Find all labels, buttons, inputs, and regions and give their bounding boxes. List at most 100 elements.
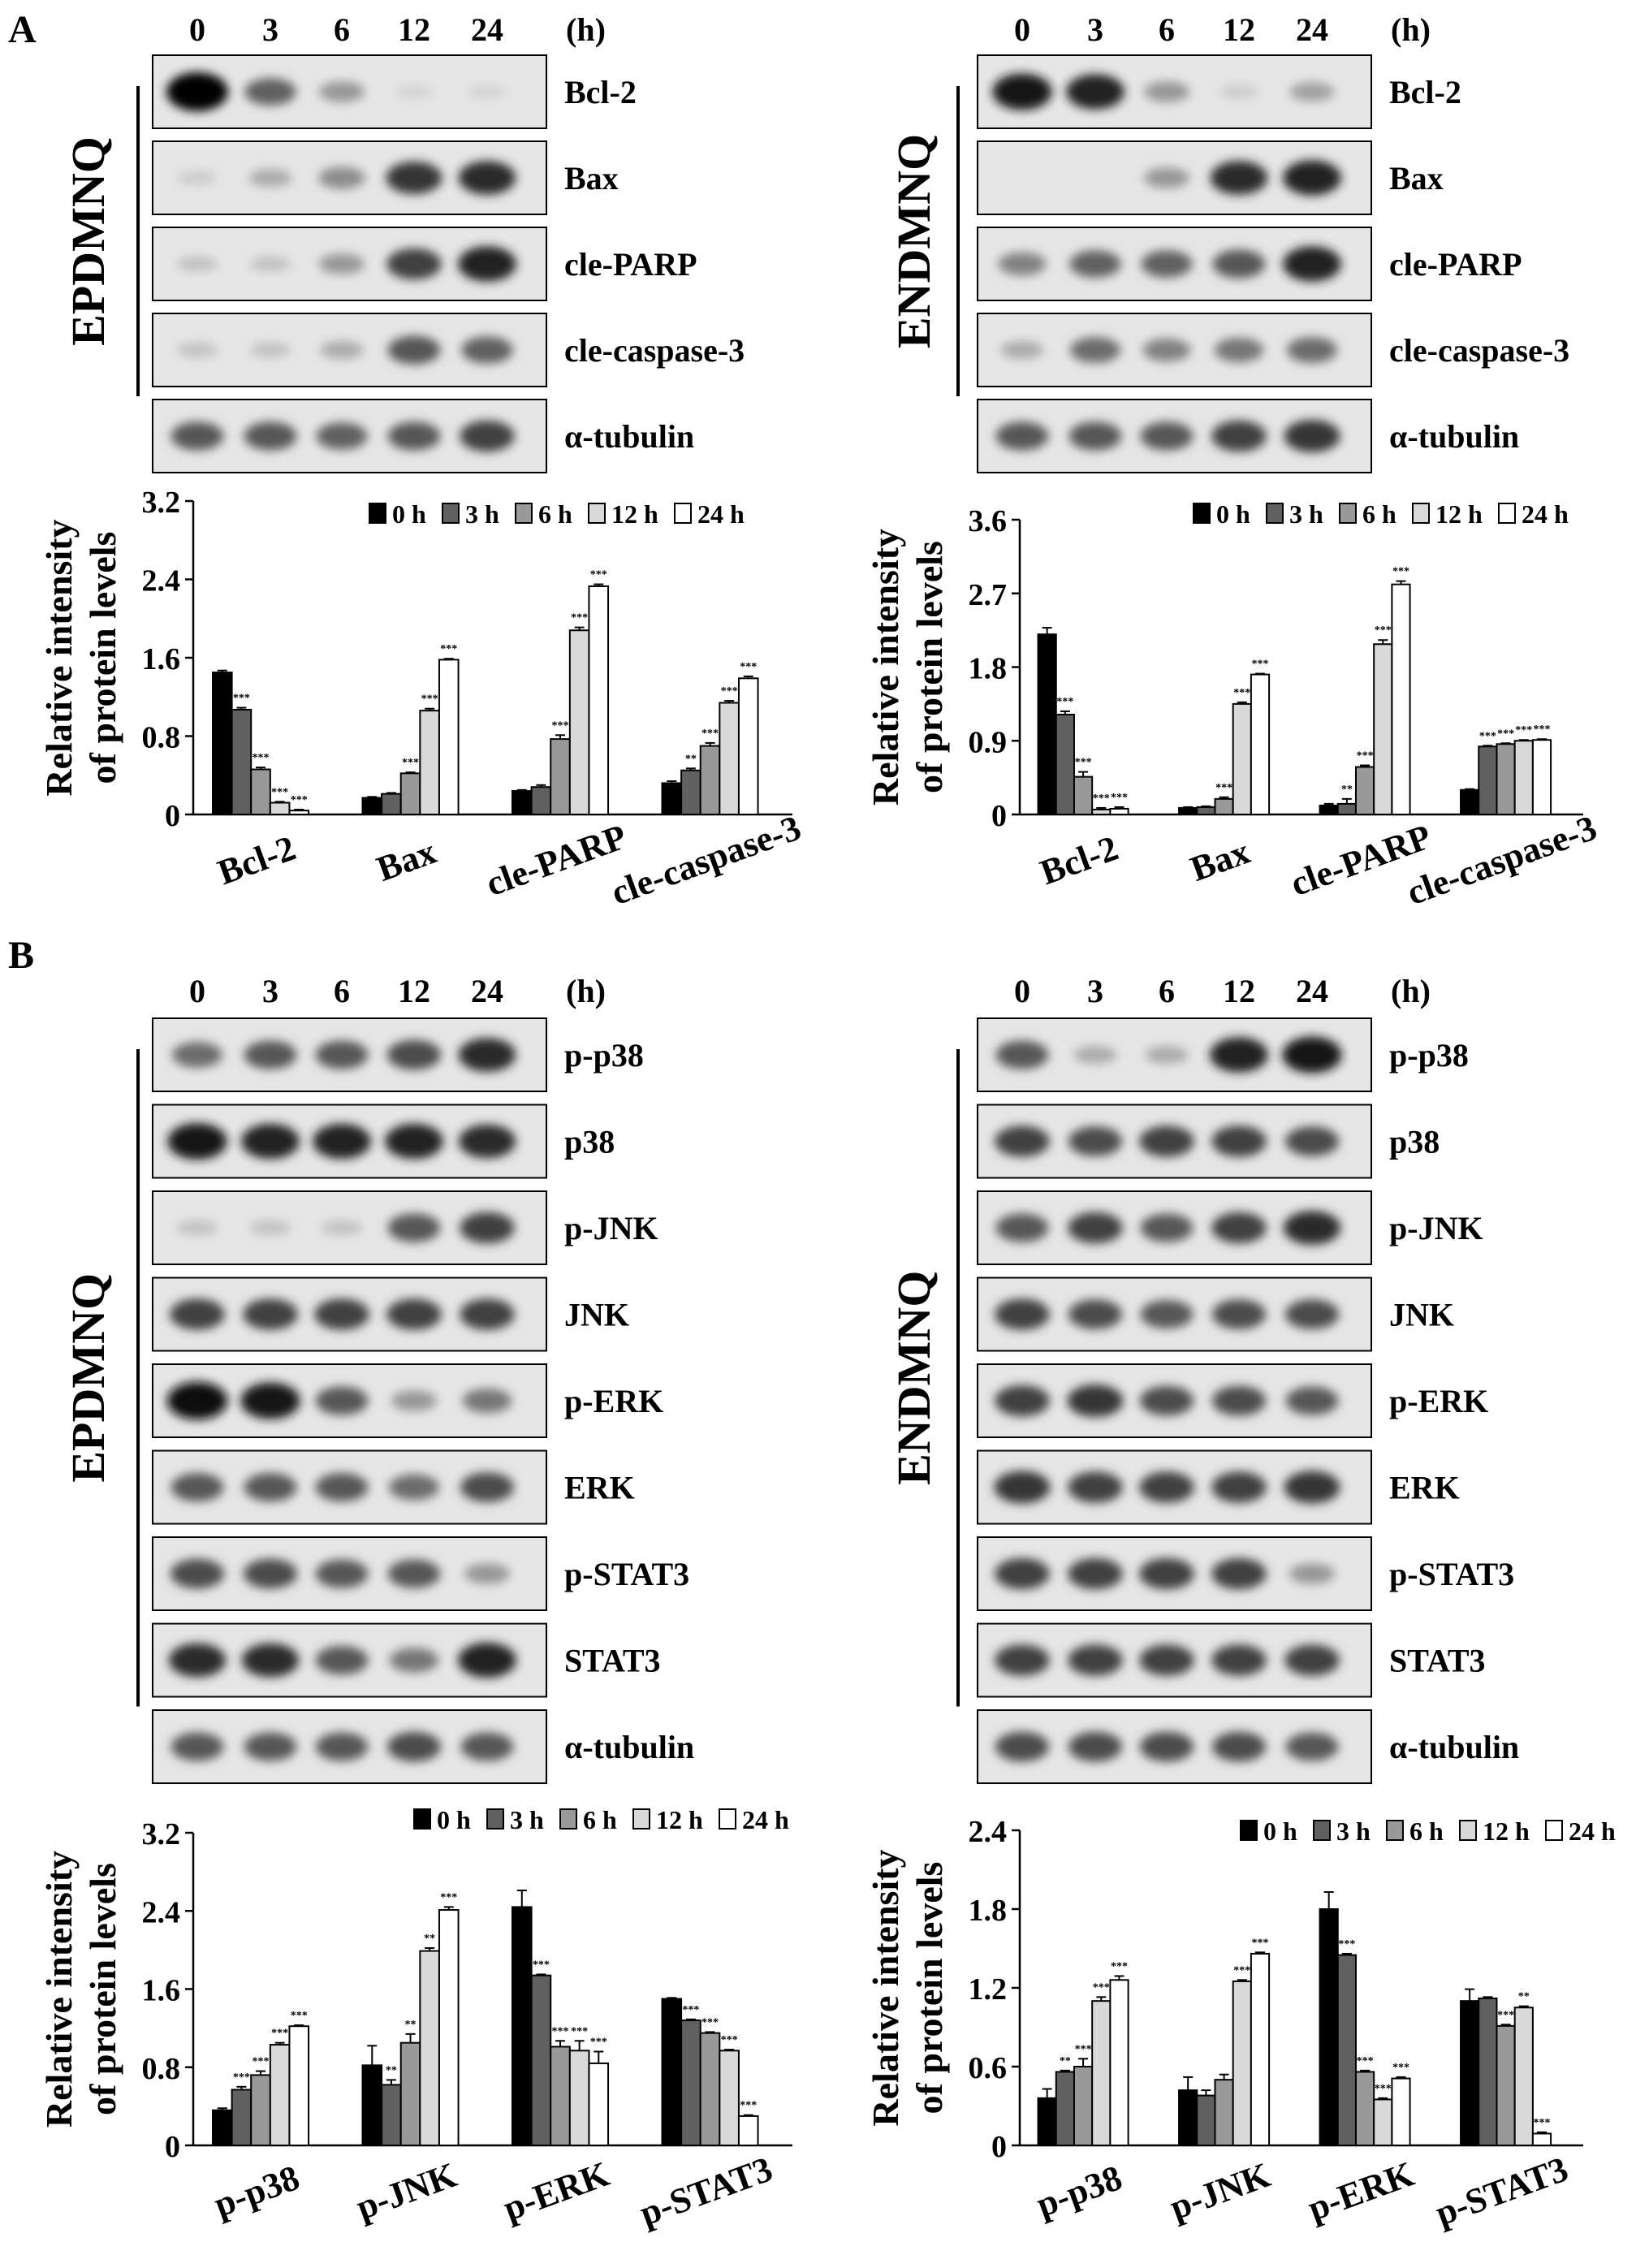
bar-p-stat3-6-h [699,2032,721,2146]
bar-cle-parp-0-h [511,790,533,815]
y-axis-label-line: Relative intensity [38,519,80,796]
bar-p-jnk-3-h [1196,2094,1216,2146]
significance-marker: *** [571,2025,588,2037]
y-axis-label-line: Relative intensity [865,1849,906,2126]
legend-swatch [719,1808,736,1830]
y-axis-label: Relative intensityof protein levels [865,1849,950,2126]
category-label: cle-caspase-3 [606,808,805,914]
chart-a-epdmnq: 0 0.8 1.6 2.4 3.2 Relative intensityof protei… [38,486,806,913]
bar-p-jnk-0-h [361,2064,383,2146]
blot-panel-a-endmnq: 0 3 6 12 24 (h) ENDMNQ Bcl-2 Bax cle-PARP cle-casp… [887,11,1569,473]
time-unit-label: (h) [1391,973,1431,1009]
time-label: 0 [1014,11,1030,48]
bar-p-stat3-12-h [719,2050,740,2146]
protein-label: cle-caspase-3 [1389,332,1569,369]
category-label: Bcl-2 [213,828,301,892]
protein-label: p-STAT3 [1389,1556,1514,1592]
time-label: 24 [1296,973,1328,1009]
category-label: p-p38 [209,2158,304,2225]
category-label: Bax [1185,832,1255,889]
protein-label: p-JNK [564,1210,658,1246]
time-label: 24 [471,973,503,1009]
blot-band [1067,1385,1124,1417]
time-label: 24 [471,11,503,48]
legend-label: 24 h [742,1805,789,1834]
blot-band [1211,1731,1267,1762]
blot-band [315,1472,369,1502]
blot-band [1068,1731,1123,1762]
significance-marker: *** [440,1891,457,1903]
blot-band [176,342,218,358]
blot-band [315,1732,369,1761]
blot-band [170,1558,225,1589]
significance-marker: *** [233,2071,250,2084]
legend-swatch [1459,1820,1477,1841]
significance-marker: *** [1375,2083,1392,2095]
bar-p-stat3-6-h [1496,2024,1516,2146]
bar-cle-parp-0-h [1319,804,1339,815]
protein-label: ERK [1389,1470,1460,1506]
bar-bax-24-h [1250,673,1271,816]
blot-band [1145,1045,1189,1065]
protein-label: STAT3 [564,1643,661,1679]
significance-marker: *** [740,661,757,673]
bar-p-stat3-3-h [1478,1997,1498,2147]
y-tick-label: 1.6 [142,642,181,676]
significance-marker: ** [1341,784,1353,796]
blot-band [386,1731,442,1762]
time-label: 3 [1087,973,1103,1009]
bar-p-erk-12-h [568,2050,590,2146]
blot-band [244,1472,297,1502]
y-tick-label: 0 [991,2130,1007,2164]
blot-band [998,252,1047,276]
cell-line-label: EPDMNQ [62,1273,114,1483]
time-label: 0 [1014,973,1030,1009]
significance-marker: *** [571,612,588,624]
time-label: 6 [1159,973,1175,1009]
bar-cle-parp-6-h [1354,766,1375,815]
blot-band [318,253,365,274]
blot-band [458,246,516,282]
legend-label: 12 h [1435,499,1483,529]
y-tick-label: 3.6 [969,504,1008,538]
significance-marker: *** [1375,624,1392,637]
bar-p-stat3-24-h [737,2115,759,2146]
blot-band [386,162,442,194]
legend-label: 3 h [510,1805,544,1834]
y-tick-label: 3.2 [142,1817,181,1851]
bar-p-p38-0-h [1037,2097,1057,2147]
blot-band [1143,167,1190,188]
protein-label: JNK [1389,1297,1454,1333]
bar-bcl-2-6-h [250,768,271,816]
blot-panel-a-epdmnq: 0 3 6 12 24 (h) EPDMNQ Bcl-2 Bax cle-PARP cle-casp… [62,11,745,473]
category-label: p-JNK [1165,2155,1276,2228]
y-tick-label: 0.8 [142,721,181,755]
legend-label: 0 h [1216,499,1250,529]
chart-b-epdmnq: 0 0.8 1.6 2.4 3.2 Relative intensityof protei… [38,1805,792,2233]
blot-band [387,421,441,451]
category-label: p-JNK [351,2155,461,2228]
legend-label: 24 h [1522,499,1569,529]
bar-bax-0-h [361,797,383,816]
bar-p-erk-12-h [1373,2098,1393,2147]
bar-bax-6-h [399,772,421,816]
significance-marker: *** [552,2025,569,2037]
bar-bax-12-h [419,710,440,816]
blot-band [166,72,228,111]
blot-band [1068,421,1122,451]
category-label: cle-PARP [481,817,632,905]
time-label: 3 [262,973,278,1009]
blot-band [391,1390,438,1411]
blot-band [467,84,507,99]
legend-swatch [442,503,460,524]
bar-bax-3-h [1196,806,1216,815]
y-tick-label: 1.2 [969,1972,1008,2007]
blot-band [315,1645,369,1675]
significance-marker: *** [1392,566,1409,578]
blot-band [386,1039,442,1070]
bar-p-jnk-24-h [1250,1952,1271,2146]
y-axis-label-line: Relative intensity [865,529,906,806]
blot-band [241,1123,300,1160]
legend-swatch [486,1808,504,1830]
